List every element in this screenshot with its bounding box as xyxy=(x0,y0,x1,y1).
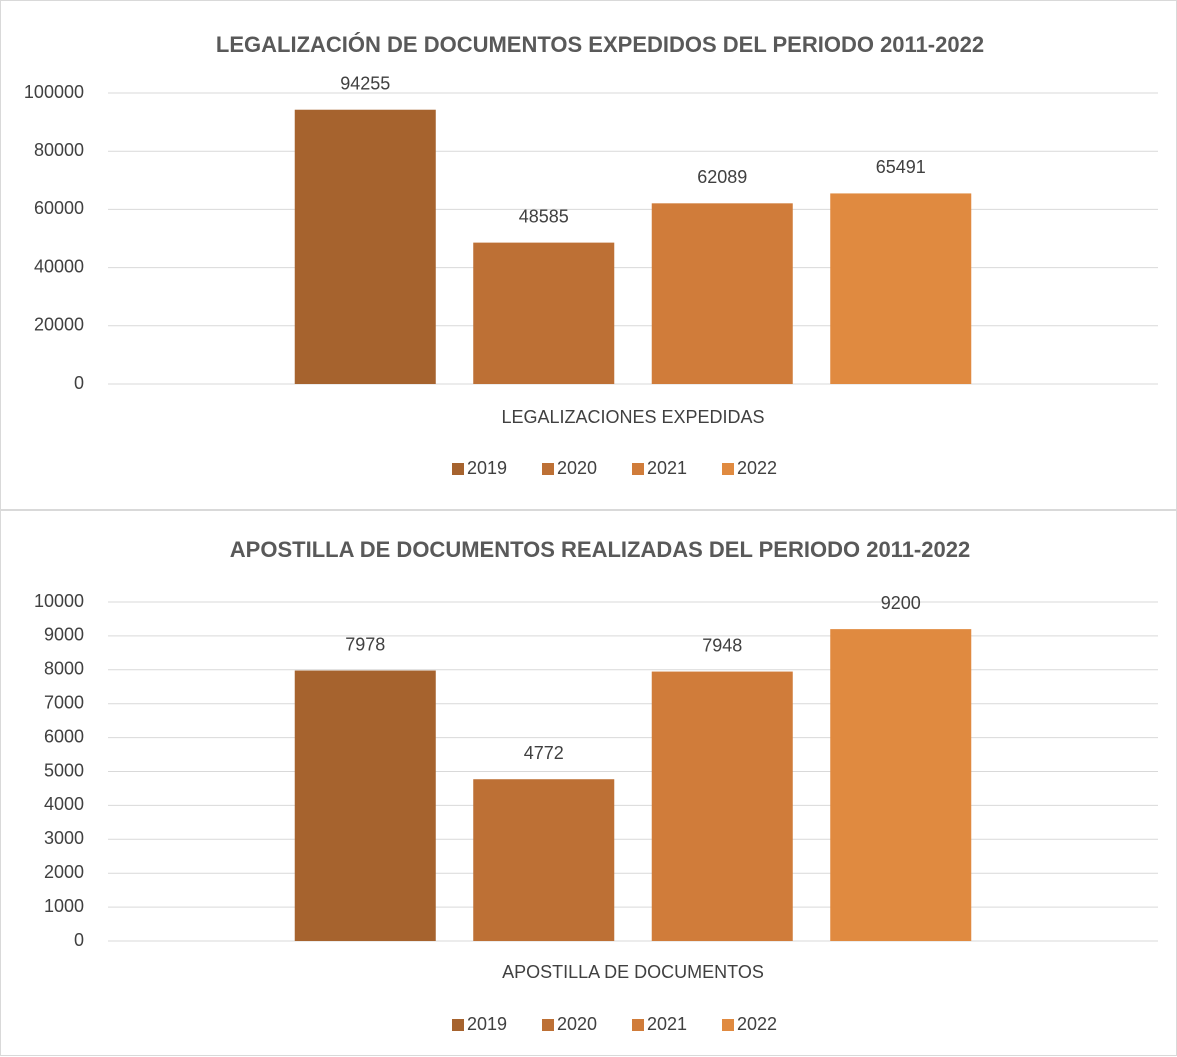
data-label: 7948 xyxy=(702,635,742,655)
bar xyxy=(473,242,615,384)
chart-title: LEGALIZACIÓN DE DOCUMENTOS EXPEDIDOS DEL… xyxy=(216,32,984,57)
legend-label: 2021 xyxy=(647,1014,687,1034)
legend-label: 2022 xyxy=(737,1014,777,1034)
x-tick-label: APOSTILLA DE DOCUMENTOS xyxy=(502,962,764,982)
legend-swatch xyxy=(632,463,644,475)
y-tick-label: 10000 xyxy=(34,591,84,611)
bar xyxy=(651,203,793,384)
y-tick-label: 80000 xyxy=(34,140,84,160)
data-label: 62089 xyxy=(697,167,747,187)
data-label: 65491 xyxy=(876,157,926,177)
legend-swatch xyxy=(632,1019,644,1031)
legend-label: 2019 xyxy=(467,1014,507,1034)
bar xyxy=(651,671,793,941)
legend-swatch xyxy=(542,1019,554,1031)
y-tick-label: 5000 xyxy=(44,760,84,780)
bar xyxy=(294,670,436,941)
y-tick-label: 7000 xyxy=(44,692,84,712)
y-tick-label: 0 xyxy=(74,930,84,950)
legend-label: 2020 xyxy=(557,458,597,478)
bar xyxy=(294,109,436,384)
y-tick-label: 20000 xyxy=(34,315,84,335)
legend-label: 2019 xyxy=(467,458,507,478)
legend-swatch xyxy=(452,1019,464,1031)
y-tick-label: 9000 xyxy=(44,625,84,645)
legend-swatch xyxy=(452,463,464,475)
legend-label: 2022 xyxy=(737,458,777,478)
y-tick-label: 3000 xyxy=(44,828,84,848)
chart-title: APOSTILLA DE DOCUMENTOS REALIZADAS DEL P… xyxy=(230,537,970,562)
legend-label: 2021 xyxy=(647,458,687,478)
data-label: 94255 xyxy=(340,73,390,93)
y-tick-label: 0 xyxy=(74,373,84,393)
bar xyxy=(830,629,972,941)
legend-swatch xyxy=(722,1019,734,1031)
y-tick-label: 6000 xyxy=(44,726,84,746)
data-label: 9200 xyxy=(881,593,921,613)
legend-swatch xyxy=(542,463,554,475)
y-tick-label: 4000 xyxy=(44,794,84,814)
y-tick-label: 60000 xyxy=(34,198,84,218)
data-label: 7978 xyxy=(345,634,385,654)
data-label: 48585 xyxy=(519,206,569,226)
y-tick-label: 100000 xyxy=(24,82,84,102)
y-tick-label: 2000 xyxy=(44,862,84,882)
y-tick-label: 40000 xyxy=(34,256,84,276)
y-tick-label: 1000 xyxy=(44,896,84,916)
legend-label: 2020 xyxy=(557,1014,597,1034)
bar xyxy=(473,779,615,941)
bar xyxy=(830,193,972,384)
y-tick-label: 8000 xyxy=(44,659,84,679)
data-label: 4772 xyxy=(524,743,564,763)
legend-swatch xyxy=(722,463,734,475)
x-tick-label: LEGALIZACIONES EXPEDIDAS xyxy=(501,407,764,427)
